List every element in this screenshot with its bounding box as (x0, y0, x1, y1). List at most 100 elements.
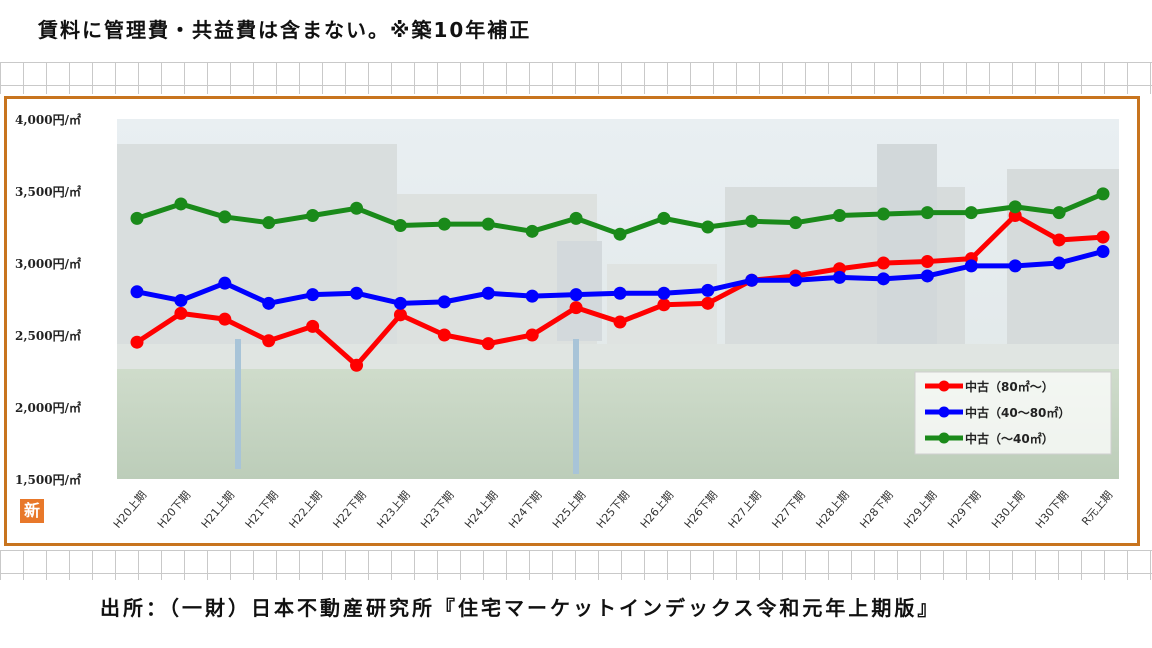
data-point (569, 211, 583, 225)
data-point (745, 273, 759, 287)
data-point (701, 220, 715, 234)
data-point (1096, 230, 1110, 244)
x-tick-label: H23上期 (374, 489, 412, 531)
grid-band-bottom (0, 550, 1152, 580)
x-tick-label: H26下期 (682, 489, 720, 531)
data-point (130, 335, 144, 349)
data-point (745, 214, 759, 228)
x-tick-label: H20下期 (155, 489, 193, 531)
data-point (701, 283, 715, 297)
y-tick-label: 3,000円/㎡ (15, 256, 81, 271)
data-point (1052, 206, 1066, 220)
data-point (789, 273, 803, 287)
data-point (1052, 233, 1066, 247)
data-point (437, 328, 451, 342)
x-tick-label: H22下期 (330, 489, 368, 531)
data-point (833, 270, 847, 284)
data-point (920, 269, 934, 283)
data-point (306, 208, 320, 222)
legend-swatch-marker (938, 406, 950, 418)
data-point (174, 197, 188, 211)
x-tick-label: H30下期 (1033, 489, 1071, 531)
source-note: 出所：（一財）日本不動産研究所『住宅マーケットインデックス令和元年上期版』 (100, 596, 941, 620)
line-chart: 4,000円/㎡ 3,500円/㎡ 3,000円/㎡ 2,500円/㎡ 2,000円/㎡… (15, 112, 1119, 531)
data-point (393, 219, 407, 233)
data-point (481, 217, 495, 231)
x-tick-label: H22上期 (287, 489, 325, 531)
data-point (657, 211, 671, 225)
data-point (569, 301, 583, 315)
data-point (657, 286, 671, 300)
x-tick-label: H21下期 (243, 489, 281, 531)
data-point (525, 289, 539, 303)
data-point (262, 216, 276, 230)
x-tick-label: H30上期 (989, 489, 1027, 531)
data-point (1096, 244, 1110, 258)
data-point (1052, 256, 1066, 270)
data-point (350, 201, 364, 215)
data-point (1096, 187, 1110, 201)
x-tick-label: H25下期 (594, 489, 632, 531)
chart-frame: 4,000円/㎡ 3,500円/㎡ 3,000円/㎡ 2,500円/㎡ 2,000円/㎡… (4, 96, 1140, 546)
data-point (613, 227, 627, 241)
data-point (525, 328, 539, 342)
y-tick-label: 2,000円/㎡ (15, 400, 81, 415)
data-point (130, 285, 144, 299)
data-point (569, 288, 583, 302)
data-point (789, 216, 803, 230)
data-point (964, 206, 978, 220)
data-point (262, 334, 276, 348)
data-point (876, 272, 890, 286)
data-point (306, 319, 320, 333)
data-point (876, 256, 890, 270)
data-point (262, 296, 276, 310)
x-tick-label: H24上期 (462, 489, 500, 531)
y-tick-label: 4,000円/㎡ (15, 112, 81, 127)
legend-label: 中古（40～80㎡） (965, 405, 1070, 420)
data-point (481, 286, 495, 300)
data-point (701, 296, 715, 310)
legend-label: 中古（80㎡～） (965, 379, 1054, 394)
data-point (920, 206, 934, 220)
x-tick-label: H28下期 (857, 489, 895, 531)
x-tick-label: H27下期 (770, 489, 808, 531)
data-point (525, 224, 539, 238)
x-tick-label: H28上期 (813, 489, 851, 531)
x-tick-label: H29下期 (945, 489, 983, 531)
data-point (218, 210, 232, 224)
data-point (1008, 200, 1022, 214)
data-point (920, 255, 934, 269)
data-point (437, 295, 451, 309)
grid-band-top (0, 62, 1152, 94)
data-point (174, 306, 188, 320)
data-point (350, 286, 364, 300)
y-tick-label: 1,500円/㎡ (15, 472, 81, 487)
data-point (350, 358, 364, 372)
y-tick-label: 3,500円/㎡ (15, 184, 81, 199)
data-point (481, 337, 495, 351)
data-point (218, 312, 232, 326)
x-tick-label: H27上期 (726, 489, 764, 531)
x-tick-label: H26上期 (638, 489, 676, 531)
data-point (833, 208, 847, 222)
x-tick-label: H29上期 (901, 489, 939, 531)
data-point (306, 288, 320, 302)
data-point (437, 217, 451, 231)
x-tick-label: H23下期 (418, 489, 456, 531)
data-point (393, 308, 407, 322)
x-tick-label: H20上期 (111, 489, 149, 531)
x-tick-label: H25上期 (550, 489, 588, 531)
legend-swatch-marker (938, 432, 950, 444)
data-point (174, 293, 188, 307)
data-point (1008, 259, 1022, 273)
x-tick-label: H24下期 (506, 489, 544, 531)
legend-swatch-marker (938, 380, 950, 392)
legend-label: 中古（～40㎡） (965, 431, 1054, 446)
data-point (130, 211, 144, 225)
data-point (218, 276, 232, 290)
x-tick-label: R元上期 (1079, 489, 1115, 529)
x-tick-label: H21上期 (199, 489, 237, 531)
data-point (657, 298, 671, 312)
legend: 中古（80㎡～） 中古（40～80㎡） 中古（～40㎡） (914, 371, 1112, 455)
new-badge: 新 (20, 499, 44, 523)
